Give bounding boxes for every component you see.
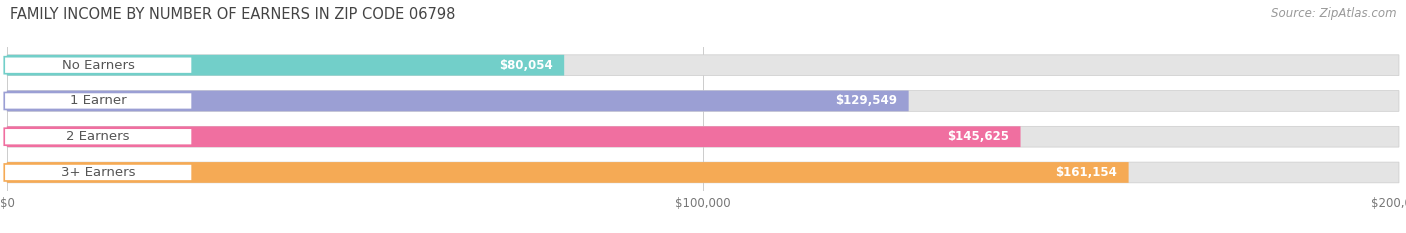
Text: $80,054: $80,054 xyxy=(499,59,553,72)
Text: 1 Earner: 1 Earner xyxy=(70,94,127,107)
FancyBboxPatch shape xyxy=(7,126,1021,147)
FancyBboxPatch shape xyxy=(7,91,1399,111)
FancyBboxPatch shape xyxy=(7,126,1399,147)
Text: Source: ZipAtlas.com: Source: ZipAtlas.com xyxy=(1271,7,1396,20)
FancyBboxPatch shape xyxy=(4,128,193,145)
FancyBboxPatch shape xyxy=(7,162,1129,183)
FancyBboxPatch shape xyxy=(7,55,1399,75)
Text: FAMILY INCOME BY NUMBER OF EARNERS IN ZIP CODE 06798: FAMILY INCOME BY NUMBER OF EARNERS IN ZI… xyxy=(10,7,456,22)
FancyBboxPatch shape xyxy=(4,57,193,74)
FancyBboxPatch shape xyxy=(7,55,564,75)
FancyBboxPatch shape xyxy=(7,91,908,111)
FancyBboxPatch shape xyxy=(7,162,1399,183)
Text: $145,625: $145,625 xyxy=(948,130,1010,143)
FancyBboxPatch shape xyxy=(4,164,193,181)
Text: $161,154: $161,154 xyxy=(1056,166,1118,179)
FancyBboxPatch shape xyxy=(4,93,193,110)
Text: 2 Earners: 2 Earners xyxy=(66,130,129,143)
Text: $129,549: $129,549 xyxy=(835,94,897,107)
Text: 3+ Earners: 3+ Earners xyxy=(60,166,135,179)
Text: No Earners: No Earners xyxy=(62,59,135,72)
